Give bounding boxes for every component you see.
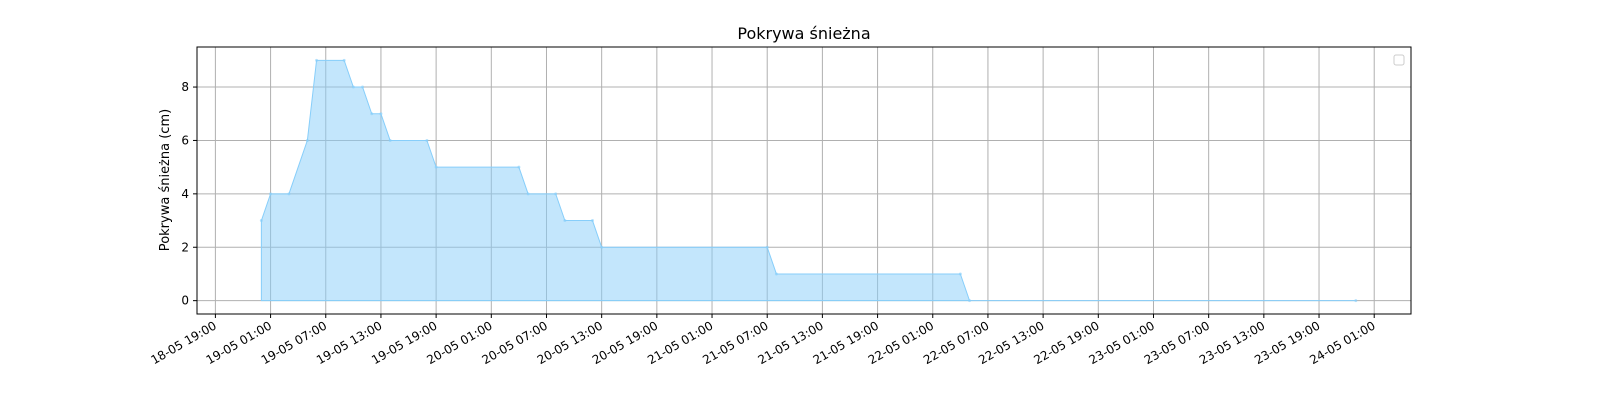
data-point — [554, 192, 558, 196]
data-point — [315, 58, 319, 62]
data-point — [600, 245, 604, 249]
legend-frame — [1393, 54, 1405, 66]
plot-frame — [196, 46, 1412, 315]
data-point — [342, 58, 346, 62]
data-point — [361, 85, 365, 89]
y-tick-label: 8 — [181, 80, 189, 94]
data-point — [563, 219, 567, 223]
chart-title: Pokrywa śnieżna — [737, 24, 870, 43]
y-axis: 0 2 4 6 8 — [181, 80, 197, 308]
data-point — [774, 272, 778, 276]
data-point — [370, 112, 374, 116]
data-point — [388, 138, 392, 142]
data-point — [517, 165, 521, 169]
data-point — [765, 245, 769, 249]
legend — [1393, 54, 1405, 66]
series-layer — [259, 58, 1358, 303]
y-axis-label: Pokrywa śnieżna (cm) — [158, 109, 173, 251]
data-point — [526, 192, 530, 196]
y-tick-label: 2 — [181, 240, 189, 254]
data-point — [287, 192, 291, 196]
data-point — [968, 299, 972, 303]
data-point — [351, 85, 355, 89]
y-tick-label: 0 — [181, 294, 189, 308]
data-point — [305, 138, 309, 142]
data-point — [259, 219, 263, 223]
y-tick-label: 6 — [181, 133, 189, 147]
data-point — [590, 219, 594, 223]
data-point — [425, 138, 429, 142]
data-point — [434, 165, 438, 169]
data-point — [269, 192, 273, 196]
snow-cover-area — [260, 59, 1356, 302]
data-point — [379, 112, 383, 116]
data-point — [1354, 299, 1358, 303]
y-tick-label: 4 — [181, 187, 189, 201]
data-point — [958, 272, 962, 276]
